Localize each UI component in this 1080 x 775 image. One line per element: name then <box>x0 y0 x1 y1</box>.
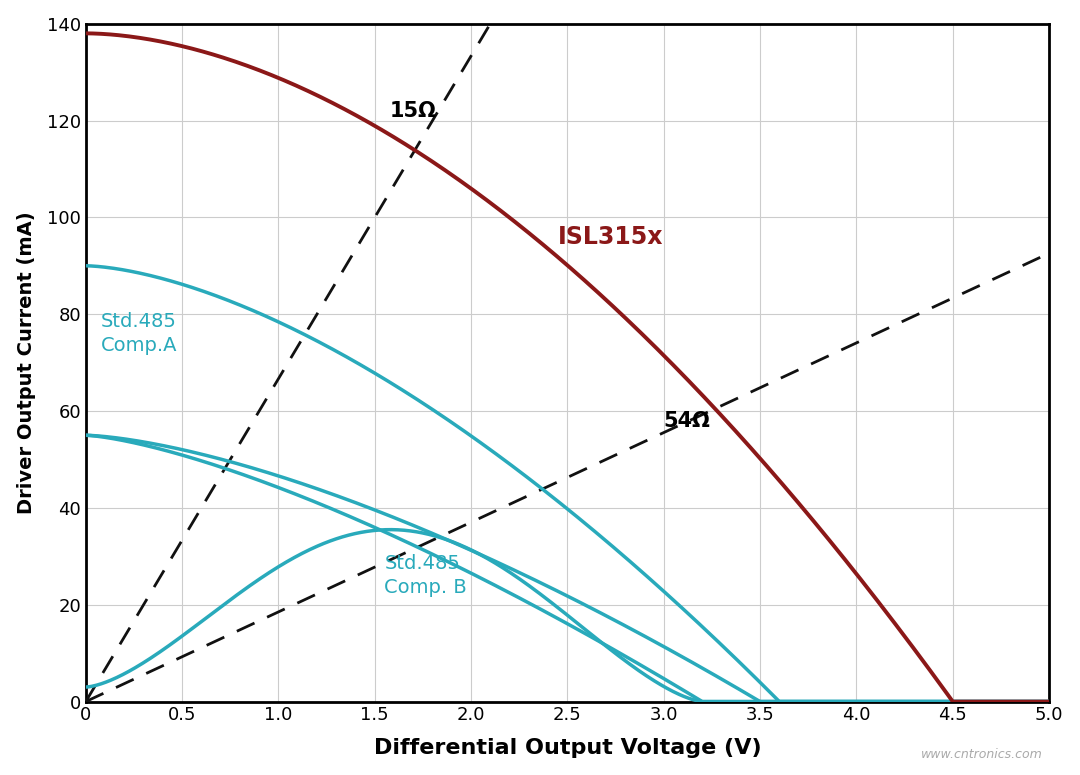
X-axis label: Differential Output Voltage (V): Differential Output Voltage (V) <box>374 739 761 758</box>
Text: www.cntronics.com: www.cntronics.com <box>920 748 1042 761</box>
Text: 15Ω: 15Ω <box>390 101 437 121</box>
Text: Std.485
Comp. B: Std.485 Comp. B <box>384 554 468 597</box>
Text: ISL315x: ISL315x <box>557 225 663 249</box>
Text: 54Ω: 54Ω <box>664 411 711 431</box>
Y-axis label: Driver Output Current (mA): Driver Output Current (mA) <box>16 212 36 514</box>
Text: Std.485
Comp.A: Std.485 Comp.A <box>102 312 178 355</box>
